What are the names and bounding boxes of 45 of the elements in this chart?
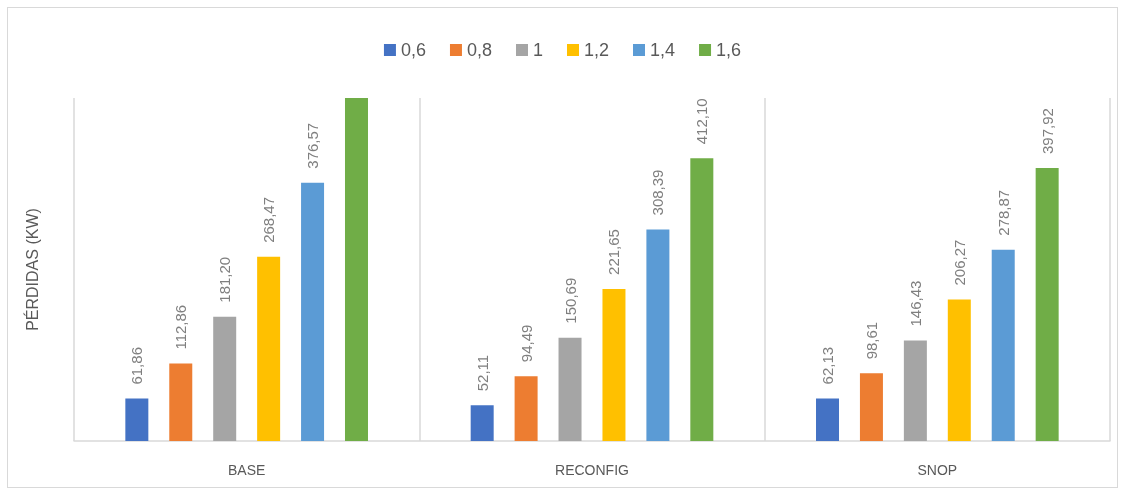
bar <box>257 256 281 441</box>
data-label: 206,27 <box>950 239 968 286</box>
data-label: 62,13 <box>819 346 837 385</box>
bar <box>470 405 494 441</box>
bar <box>125 398 149 441</box>
legend-label: 1,6 <box>716 40 742 60</box>
bar <box>514 376 538 441</box>
bar <box>690 158 714 441</box>
data-label: 94,49 <box>517 324 535 363</box>
bar <box>213 316 237 441</box>
bar <box>903 340 927 441</box>
bar <box>859 373 883 441</box>
x-tick-label: SNOP <box>917 462 958 478</box>
y-axis-title: PÉRDIDAS (KW) <box>22 208 41 331</box>
data-label: 412,10 <box>693 98 711 145</box>
data-label: 112,86 <box>172 304 190 350</box>
legend-label: 0,6 <box>400 40 426 60</box>
data-label: 376,57 <box>304 122 322 169</box>
data-label: 150,69 <box>561 277 579 324</box>
legend-label: 1,2 <box>583 40 610 60</box>
legend-label: 0,8 <box>466 40 492 60</box>
data-label: 98,61 <box>862 321 880 360</box>
bar <box>646 229 670 441</box>
data-label: 308,39 <box>649 169 667 216</box>
bar <box>1035 168 1059 441</box>
data-label: 181,20 <box>216 256 234 303</box>
bar <box>169 363 193 441</box>
bar <box>602 288 626 441</box>
data-label: 397,92 <box>1038 108 1056 155</box>
bar <box>301 182 325 441</box>
data-label: 61,86 <box>128 347 146 385</box>
legend-label: 1,4 <box>650 40 676 60</box>
data-label: 278,87 <box>994 189 1012 236</box>
data-label: 221,65 <box>605 229 623 275</box>
bar <box>344 98 368 441</box>
bar <box>816 398 840 441</box>
bar <box>947 299 971 441</box>
x-tick-label: BASE <box>227 462 266 478</box>
data-label: 52,11 <box>473 354 491 392</box>
bar <box>991 249 1015 441</box>
bar <box>558 337 582 441</box>
legend-label: 1 <box>532 40 543 60</box>
data-label: 146,43 <box>906 280 924 327</box>
x-tick-label: RECONFIG <box>555 462 629 478</box>
data-label: 268,47 <box>260 196 278 243</box>
